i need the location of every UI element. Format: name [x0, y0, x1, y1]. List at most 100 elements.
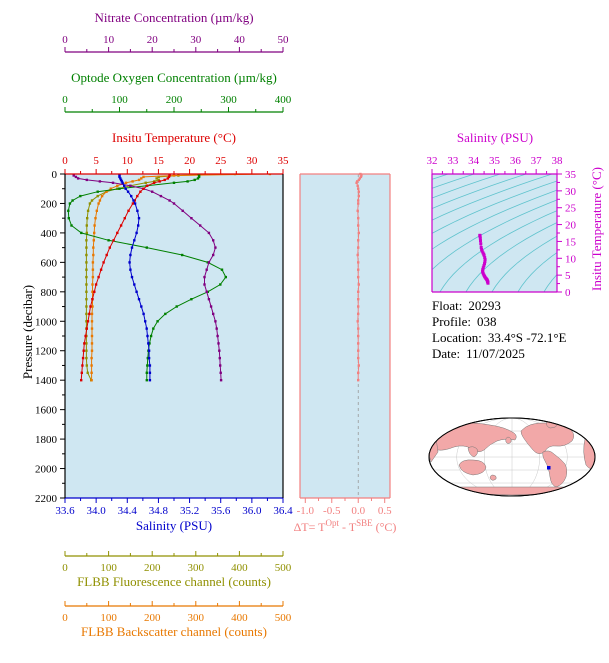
temperature-axis: 0 5 10 15 20 25 30 35	[62, 155, 289, 174]
svg-text:800: 800	[41, 287, 58, 299]
svg-text:36.0: 36.0	[242, 505, 262, 517]
pressure-axis: 0 200 400 600 800 1000 1200 1400 1600 1800 2000 220…	[35, 169, 65, 505]
location-value: 33.4°S -72.1°E	[487, 330, 567, 345]
svg-text:100: 100	[111, 94, 128, 106]
date-label: Date:	[432, 346, 461, 361]
nitrate-axis: 0 10 20 30 40 50	[62, 34, 290, 53]
ts-salinity-axis-title: Salinity (PSU)	[456, 130, 534, 145]
float-id-value: 20293	[468, 298, 501, 313]
svg-text:2000: 2000	[35, 464, 58, 476]
isopycnal-contours	[432, 174, 557, 292]
profile-number-value: 038	[477, 314, 497, 329]
svg-text:35: 35	[565, 169, 577, 181]
svg-text:0: 0	[62, 94, 68, 106]
world-map	[428, 417, 596, 497]
delta-t-title-sup-opt: Opt	[325, 518, 340, 528]
svg-text:35: 35	[489, 155, 501, 167]
svg-text:10: 10	[103, 34, 115, 46]
oxygen-axis-title: Optode Oxygen Concentration (µm/kg)	[71, 70, 277, 85]
float-location-marker	[547, 466, 551, 470]
svg-text:0: 0	[62, 155, 68, 167]
svg-text:400: 400	[231, 612, 248, 624]
svg-text:600: 600	[41, 257, 58, 269]
svg-text:300: 300	[220, 94, 237, 106]
profile-number-label: Profile:	[432, 314, 471, 329]
svg-text:33.6: 33.6	[55, 505, 75, 517]
svg-text:0: 0	[62, 34, 68, 46]
svg-text:300: 300	[188, 612, 205, 624]
svg-text:30: 30	[190, 34, 202, 46]
delta-t-title-mid: - T	[339, 520, 357, 534]
svg-text:-1.0: -1.0	[297, 505, 315, 517]
svg-text:0: 0	[62, 612, 68, 624]
svg-text:0: 0	[52, 169, 58, 181]
location-label: Location:	[432, 330, 482, 345]
profile-number-line: Profile: 038	[432, 314, 566, 330]
svg-text:1000: 1000	[35, 316, 58, 328]
svg-text:34: 34	[468, 155, 480, 167]
salinity-axis-title: Salinity (PSU)	[135, 518, 213, 533]
svg-text:100: 100	[100, 612, 117, 624]
svg-text:30: 30	[565, 186, 577, 198]
svg-text:500: 500	[275, 612, 292, 624]
date-value: 11/07/2025	[466, 346, 525, 361]
svg-text:20: 20	[147, 34, 159, 46]
svg-text:20: 20	[184, 155, 196, 167]
svg-text:36: 36	[510, 155, 522, 167]
ts-diagram: 32 33 34 35 36 37 38 0 5 10 15 20 25 30 35	[427, 155, 577, 299]
date-line: Date: 11/07/2025	[432, 346, 566, 362]
delta-t-plot: -1.0 -0.5 0.0 0.5	[297, 172, 392, 517]
svg-text:1800: 1800	[35, 434, 58, 446]
svg-text:5: 5	[93, 155, 99, 167]
svg-text:15: 15	[565, 236, 577, 248]
svg-text:50: 50	[278, 34, 290, 46]
salinity-axis: 33.6 34.0 34.4 34.8 35.2 35.6 36.0 36.4	[55, 498, 293, 517]
oxygen-axis: 0 100 200 300 400	[62, 94, 292, 113]
svg-text:34.8: 34.8	[149, 505, 169, 517]
svg-text:10: 10	[122, 155, 134, 167]
svg-text:0.0: 0.0	[351, 505, 365, 517]
svg-text:15: 15	[153, 155, 165, 167]
svg-text:200: 200	[41, 198, 58, 210]
svg-text:1200: 1200	[35, 346, 58, 358]
svg-text:30: 30	[246, 155, 258, 167]
svg-text:400: 400	[41, 228, 58, 240]
svg-text:34.4: 34.4	[118, 505, 138, 517]
svg-text:400: 400	[231, 562, 248, 574]
svg-text:10: 10	[565, 253, 577, 265]
svg-text:37: 37	[531, 155, 543, 167]
delta-t-title-pre: ΔT= T	[293, 520, 326, 534]
delta-t-axis: -1.0 -0.5 0.0 0.5	[297, 498, 392, 517]
svg-text:25: 25	[215, 155, 227, 167]
svg-text:300: 300	[188, 562, 205, 574]
svg-text:0.5: 0.5	[378, 505, 392, 517]
main-profile-plot: 0 5 10 15 20 25 30 35 33.6 34.0 34.4 34.8 35.2 35.6 36…	[35, 155, 293, 517]
fluorescence-axis-title: FLBB Fluorescence channel (counts)	[77, 574, 271, 589]
svg-text:38: 38	[552, 155, 564, 167]
float-id-label: Float:	[432, 298, 463, 313]
svg-text:25: 25	[565, 203, 577, 215]
svg-text:1600: 1600	[35, 405, 58, 417]
backscatter-axis-title: FLBB Backscatter channel (counts)	[81, 624, 267, 639]
svg-text:500: 500	[275, 562, 292, 574]
fluorescence-axis: 0 100 200 300 400 500	[62, 551, 292, 574]
ts-salinity-axis: 32 33 34 35 36 37 38	[427, 155, 564, 174]
svg-text:20: 20	[565, 220, 577, 232]
svg-text:35.2: 35.2	[180, 505, 199, 517]
ts-temperature-axis-title: Insitu Temperature (°C)	[589, 167, 604, 291]
svg-text:200: 200	[144, 562, 161, 574]
delta-t-title-sup-sbe: SBE	[356, 518, 373, 528]
float-id-line: Float: 20293	[432, 298, 566, 314]
float-info-block: Float: 20293 Profile: 038 Location: 33.4°S …	[432, 298, 566, 362]
svg-text:-0.5: -0.5	[323, 505, 341, 517]
svg-text:36.4: 36.4	[273, 505, 293, 517]
backscatter-axis: 0 100 200 300 400 500	[62, 601, 292, 624]
svg-text:400: 400	[275, 94, 292, 106]
svg-text:32: 32	[427, 155, 438, 167]
svg-text:34.0: 34.0	[87, 505, 107, 517]
svg-text:5: 5	[565, 270, 571, 282]
svg-text:35: 35	[278, 155, 290, 167]
ts-temperature-axis: 0 5 10 15 20 25 30 35	[557, 169, 577, 299]
